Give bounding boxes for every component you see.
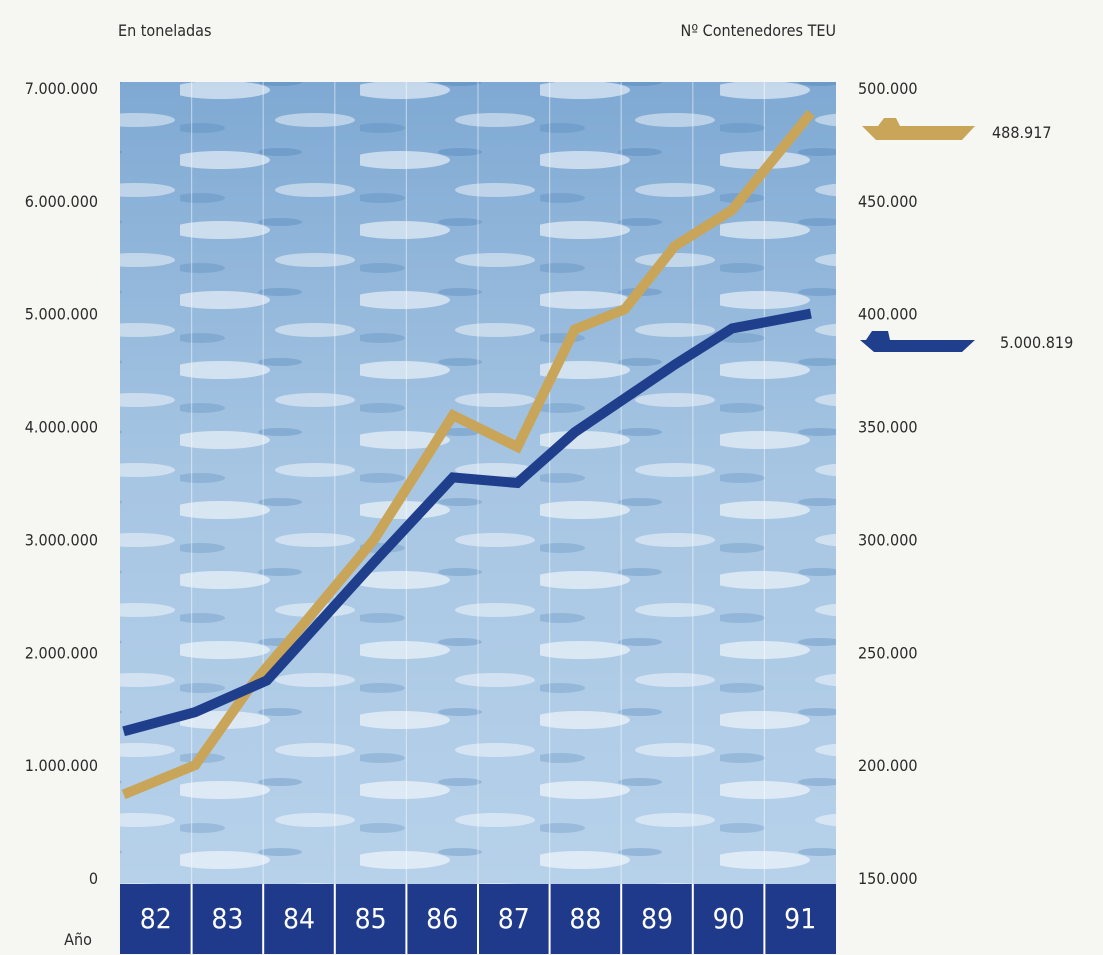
year-label: 91 — [784, 902, 816, 935]
year-label: 82 — [140, 902, 172, 935]
left-tick-label: 2.000.000 — [25, 643, 98, 662]
left-tick-label: 5.000.000 — [25, 305, 98, 324]
right-axis-ticks: 500.000 450.000 400.000 350.000 300.000 250.0… — [858, 79, 918, 888]
left-tick-label: 3.000.000 — [25, 530, 98, 549]
left-tick-label: 6.000.000 — [25, 192, 98, 211]
vertical-grid — [191, 82, 766, 884]
year-label: 90 — [713, 902, 745, 935]
left-tick-label: 1.000.000 — [25, 756, 98, 775]
tonnage-series-line — [122, 308, 812, 737]
gold-end-label: 488.917 — [992, 123, 1052, 142]
x-axis-title: Año — [64, 930, 92, 949]
series-lines — [121, 109, 815, 800]
teu-series-line — [121, 109, 815, 800]
right-tick-label: 500.000 — [858, 79, 918, 98]
right-tick-label: 250.000 — [858, 643, 918, 662]
cargo-ship-icon — [860, 331, 975, 352]
year-label: 89 — [641, 902, 673, 935]
year-label: 88 — [569, 902, 601, 935]
blue-end-label: 5.000.819 — [1000, 333, 1073, 352]
right-tick-label: 300.000 — [858, 530, 918, 549]
year-labels: 82 83 84 85 86 87 88 89 90 91 — [140, 884, 816, 954]
year-label: 87 — [498, 902, 530, 935]
left-tick-label: 4.000.000 — [25, 418, 98, 437]
right-tick-label: 150.000 — [858, 869, 918, 888]
right-axis-title: Nº Contenedores TEU — [681, 21, 836, 40]
left-axis-ticks: 7.000.000 6.000.000 5.000.000 4.000.000 3.00… — [25, 79, 98, 888]
right-tick-label: 450.000 — [858, 192, 918, 211]
right-tick-label: 350.000 — [858, 418, 918, 437]
right-tick-label: 400.000 — [858, 305, 918, 324]
container-ship-icon — [862, 118, 975, 140]
left-tick-label: 0 — [89, 869, 98, 888]
year-label: 85 — [355, 902, 387, 935]
legend-blue: 5.000.819 — [860, 331, 1073, 352]
year-label: 84 — [283, 902, 315, 935]
left-axis-title: En toneladas — [118, 21, 212, 40]
year-label: 86 — [426, 902, 458, 935]
left-tick-label: 7.000.000 — [25, 79, 98, 98]
year-label: 83 — [211, 902, 243, 935]
right-tick-label: 200.000 — [858, 756, 918, 775]
legend-gold: 488.917 — [862, 118, 1052, 142]
